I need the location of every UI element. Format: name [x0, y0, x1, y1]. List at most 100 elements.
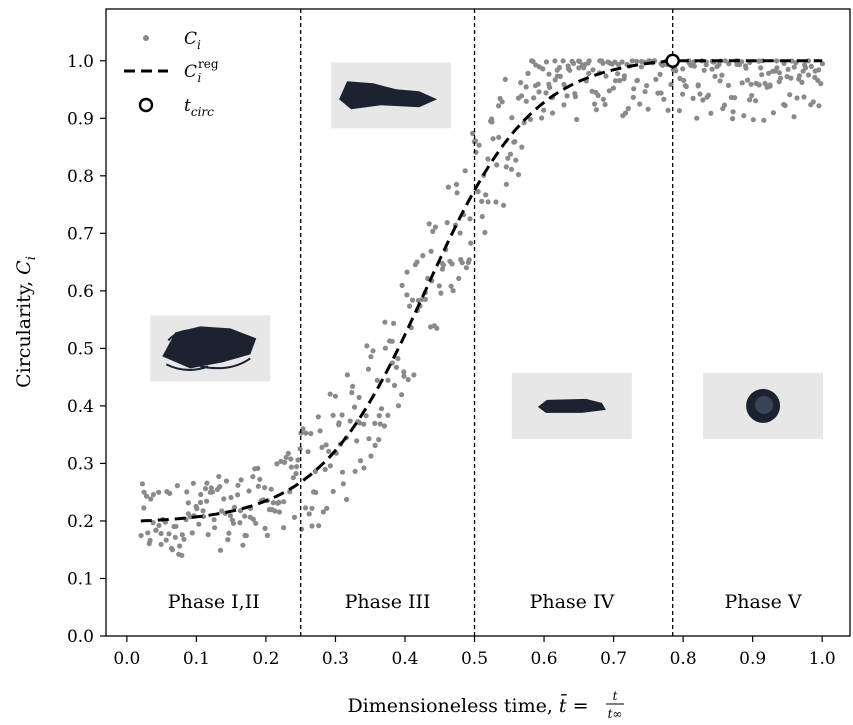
- data-point: [496, 103, 502, 109]
- data-point: [453, 181, 460, 187]
- data-point: [204, 480, 210, 486]
- data-point: [217, 484, 223, 490]
- data-point: [615, 71, 621, 77]
- data-point: [299, 526, 305, 532]
- data-point: [404, 269, 410, 275]
- scatter-points: [138, 58, 826, 559]
- data-point: [327, 391, 333, 397]
- data-point: [163, 537, 169, 543]
- data-point: [621, 73, 628, 79]
- data-point: [557, 73, 563, 79]
- data-point: [560, 58, 566, 64]
- data-point: [577, 58, 583, 65]
- data-point: [235, 492, 241, 498]
- data-point: [376, 413, 382, 419]
- axes: 0.0 0.1 0.2 0.3 0.4 0.5 0.6 0.7 0.8 0.9 1.0 0.0 0.1 0…: [67, 8, 851, 669]
- data-point: [770, 110, 777, 116]
- data-point: [721, 102, 728, 108]
- data-point: [395, 403, 402, 409]
- data-point: [430, 228, 436, 234]
- data-point: [552, 58, 558, 64]
- data-point: [509, 115, 515, 121]
- data-point: [564, 93, 570, 99]
- data-point: [493, 199, 499, 205]
- data-point: [450, 288, 456, 294]
- data-point: [141, 505, 147, 511]
- data-point: [209, 489, 215, 495]
- data-point: [683, 83, 689, 90]
- data-point: [540, 66, 546, 72]
- data-point: [660, 62, 666, 68]
- data-point: [322, 466, 328, 472]
- data-point: [343, 496, 350, 503]
- data-point: [638, 64, 645, 70]
- data-point: [300, 426, 306, 432]
- data-point: [606, 88, 612, 94]
- data-point: [312, 468, 318, 474]
- data-point: [370, 348, 376, 354]
- data-point: [523, 84, 529, 90]
- data-point: [803, 65, 809, 71]
- data-point: [368, 354, 374, 360]
- data-point: [730, 116, 736, 122]
- data-point: [404, 292, 410, 298]
- data-point: [658, 90, 664, 96]
- data-point: [153, 527, 159, 533]
- data-point: [238, 477, 244, 483]
- data-point: [791, 114, 797, 120]
- data-point: [169, 547, 176, 553]
- data-point: [174, 483, 180, 489]
- data-point: [243, 533, 249, 539]
- data-point: [527, 116, 534, 122]
- x-tick-label: 0.6: [531, 649, 558, 669]
- data-point: [502, 76, 508, 82]
- data-point: [385, 412, 391, 418]
- data-point: [459, 260, 465, 266]
- data-point: [508, 166, 515, 172]
- data-point: [680, 91, 686, 97]
- data-point: [281, 525, 287, 531]
- phase-label: Phase I,II: [168, 591, 260, 613]
- data-point: [350, 383, 356, 389]
- data-point: [619, 59, 625, 65]
- data-point: [264, 532, 270, 539]
- data-point: [445, 184, 451, 190]
- data-point: [796, 73, 803, 79]
- photo-phase-4: [511, 372, 632, 439]
- data-point: [777, 75, 784, 81]
- data-point: [366, 436, 372, 442]
- data-point: [365, 366, 372, 372]
- data-point: [701, 67, 707, 73]
- data-point: [536, 89, 542, 95]
- data-point: [483, 192, 489, 198]
- data-point: [297, 446, 303, 452]
- data-point: [472, 138, 478, 144]
- data-point: [389, 338, 395, 344]
- data-point: [270, 500, 276, 506]
- data-point: [550, 110, 556, 116]
- data-point: [347, 418, 353, 424]
- sample-highlight: [755, 395, 774, 414]
- data-point: [603, 73, 609, 79]
- data-point: [230, 520, 237, 527]
- data-point: [257, 476, 263, 482]
- data-point: [617, 78, 623, 84]
- data-point: [444, 220, 450, 226]
- data-point: [339, 469, 346, 475]
- x-tick-label: 0.3: [322, 649, 349, 669]
- data-point: [156, 522, 162, 529]
- data-point: [501, 202, 507, 208]
- data-point: [439, 266, 445, 272]
- data-point: [141, 489, 147, 495]
- data-point: [586, 70, 592, 76]
- data-point: [391, 320, 397, 326]
- data-point: [145, 530, 151, 536]
- data-point: [330, 488, 336, 494]
- data-point: [363, 413, 369, 419]
- data-point: [436, 283, 442, 289]
- sample-shape: [537, 398, 606, 413]
- y-tick-label: 0.8: [67, 167, 94, 187]
- data-point: [288, 456, 294, 462]
- data-point: [741, 113, 747, 119]
- data-point: [816, 103, 822, 109]
